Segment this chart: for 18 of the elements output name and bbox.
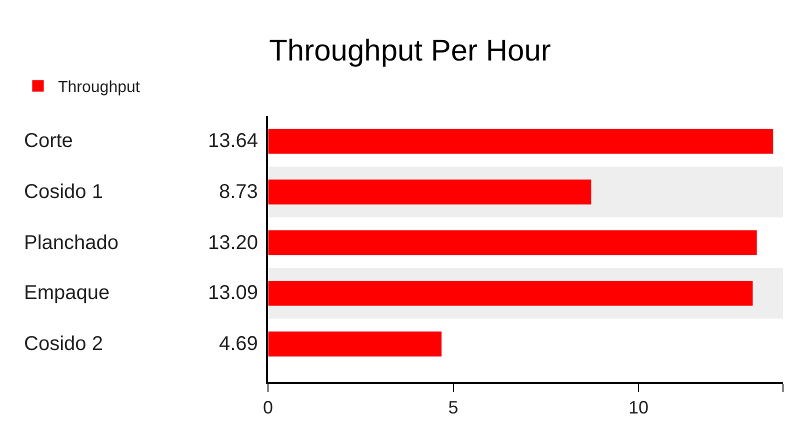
- data-label: 4.69: [219, 333, 258, 355]
- y-tick-label: Cosido 1: [24, 181, 103, 203]
- y-tick-label: Planchado: [24, 232, 119, 254]
- data-label: 8.73: [219, 181, 258, 203]
- bar: [268, 128, 774, 154]
- chart-title: Throughput Per Hour: [269, 34, 551, 68]
- x-tick-label: 10: [628, 397, 649, 418]
- data-label: 13.64: [208, 130, 258, 152]
- bar: [268, 230, 758, 256]
- y-tick-label: Cosido 2: [24, 333, 103, 355]
- x-tick-label: 0: [262, 397, 274, 418]
- y-tick-label: Empaque: [24, 282, 110, 304]
- legend-label: Throughput: [58, 79, 140, 96]
- y-tick-label: Corte: [24, 130, 73, 152]
- data-label: 13.09: [208, 282, 258, 304]
- data-label: 13.20: [208, 232, 258, 254]
- bar: [268, 331, 442, 357]
- x-tick-label: 5: [448, 397, 458, 418]
